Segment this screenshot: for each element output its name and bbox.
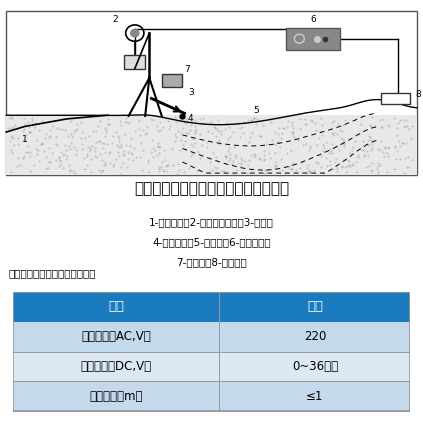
Text: 2: 2 bbox=[112, 15, 118, 24]
Bar bbox=[162, 74, 182, 87]
Text: 220: 220 bbox=[304, 330, 326, 343]
Bar bbox=[220, 322, 410, 351]
Bar bbox=[13, 381, 220, 412]
Text: 4: 4 bbox=[187, 114, 193, 123]
Bar bbox=[13, 292, 410, 412]
Bar bbox=[6, 115, 417, 175]
Text: 7-探测仪；8-接地电极: 7-探测仪；8-接地电极 bbox=[176, 257, 247, 267]
Text: 7: 7 bbox=[184, 65, 190, 73]
Bar bbox=[220, 292, 410, 322]
Bar bbox=[286, 27, 340, 50]
Text: 8: 8 bbox=[415, 90, 421, 99]
Text: 0~36可调: 0~36可调 bbox=[292, 360, 338, 373]
Text: 输出电压（DC,V）: 输出电压（DC,V） bbox=[80, 360, 151, 373]
Bar bbox=[382, 93, 410, 104]
Text: 1: 1 bbox=[22, 135, 28, 144]
Circle shape bbox=[131, 29, 139, 37]
Text: 项目: 项目 bbox=[108, 300, 124, 313]
Text: 3: 3 bbox=[188, 88, 194, 97]
Text: 水枪法探测设备主要技术指标：: 水枪法探测设备主要技术指标： bbox=[8, 269, 96, 278]
Text: 1-供水水管；2-声音报警耳机；3-水枪；: 1-供水水管；2-声音报警耳机；3-水枪； bbox=[149, 217, 274, 227]
Bar bbox=[13, 292, 220, 322]
Bar bbox=[13, 322, 220, 351]
Bar bbox=[124, 56, 145, 69]
Text: 5: 5 bbox=[253, 106, 259, 114]
Bar bbox=[13, 351, 220, 381]
Text: 6: 6 bbox=[310, 15, 316, 24]
Bar bbox=[220, 381, 410, 412]
Text: 指标: 指标 bbox=[307, 300, 323, 313]
Bar bbox=[220, 351, 410, 381]
Text: 探测宽度（m）: 探测宽度（m） bbox=[89, 390, 143, 403]
Text: 水枪法防渗土工膜渗漏破损探测工况图: 水枪法防渗土工膜渗漏破损探测工况图 bbox=[134, 181, 289, 196]
Text: ≤1: ≤1 bbox=[306, 390, 324, 403]
Text: 输入电压（AC,V）: 输入电压（AC,V） bbox=[81, 330, 151, 343]
Text: 4-破损孔洞；5-土工膜；6-供电电源；: 4-破损孔洞；5-土工膜；6-供电电源； bbox=[152, 237, 271, 247]
